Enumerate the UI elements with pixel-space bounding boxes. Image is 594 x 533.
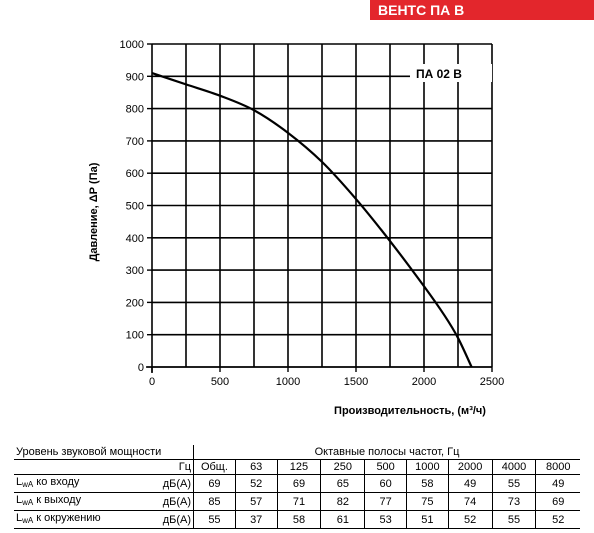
y-tick-label-1000: 1000	[120, 39, 144, 51]
table-row: LwA к окружению дБ(А) 55 37 58 61 53 51 52 55 52	[14, 510, 580, 529]
row-unit: дБ(А)	[139, 474, 194, 493]
column-header: Общ.	[193, 459, 236, 475]
y-tick-label-700: 700	[126, 136, 144, 148]
table-cell: 65	[320, 474, 365, 493]
table-cell: 52	[447, 510, 493, 529]
column-header: 8000	[535, 459, 580, 475]
table-cell: 37	[234, 510, 278, 529]
fan-curve-chart: 0 100 200 300 400 500 600 700 800 900 1000 0 500 100…	[88, 39, 504, 417]
grid-lines	[152, 43, 493, 368]
y-axis-title: Давление, ΔР (Па)	[88, 162, 100, 261]
axes	[146, 44, 492, 373]
bands-title: Октавные полосы частот, Гц	[193, 445, 580, 460]
sound-power-table: Уровень звуковой мощности Октавные полос…	[14, 445, 580, 529]
column-header: 500	[364, 459, 407, 475]
table-cell: 55	[491, 510, 536, 529]
series-line	[151, 72, 473, 368]
table-row: LwA ко входу дБ(А) 69 52 69 65 60 58 49 55 49	[14, 474, 580, 493]
table-cell: 71	[276, 492, 321, 511]
table-cell: 61	[320, 510, 365, 529]
table-cell: 69	[535, 492, 580, 511]
hz-label: Гц	[139, 459, 194, 475]
table-cell: 55	[491, 474, 536, 493]
table-cell: 55	[193, 510, 236, 529]
row-label: LwA ко входу	[14, 474, 140, 493]
y-tick-label-300: 300	[126, 265, 144, 277]
y-tick-label-100: 100	[126, 330, 144, 342]
x-tick-label-1500: 1500	[344, 376, 368, 388]
table-cell: 85	[193, 492, 236, 511]
x-tick-label-2000: 2000	[412, 376, 436, 388]
table-cell: 69	[276, 474, 321, 493]
x-axis-title: Производительность, (м³/ч)	[334, 405, 486, 417]
table-cell: 52	[234, 474, 278, 493]
table-cell: 58	[406, 474, 449, 493]
model-label: ПА 02 В	[416, 67, 462, 81]
x-tick-label-1000: 1000	[276, 376, 300, 388]
table-cell: 74	[447, 492, 493, 511]
table-cell: 73	[491, 492, 536, 511]
column-header: 4000	[491, 459, 536, 475]
sound-table-title: Уровень звуковой мощности	[14, 445, 194, 460]
brand-label: ВЕНТС ПА В	[378, 2, 465, 18]
y-tick-label-0: 0	[138, 362, 144, 374]
table-row: LwA к выходу дБ(А) 85 57 71 82 77 75 74 73 69	[14, 492, 580, 511]
table-cell: 75	[406, 492, 449, 511]
column-header: 125	[276, 459, 321, 475]
y-tick-label-800: 800	[126, 104, 144, 116]
row-label: LwA к выходу	[14, 492, 140, 511]
y-tick-label-400: 400	[126, 233, 144, 245]
table-cell: 51	[406, 510, 449, 529]
brand-banner: ВЕНТС ПА В	[370, 0, 594, 20]
table-cell: 52	[535, 510, 580, 529]
table-cell: 53	[364, 510, 407, 529]
y-tick-label-200: 200	[126, 297, 144, 309]
table-cell: 69	[193, 474, 236, 493]
table-cell: 49	[447, 474, 493, 493]
column-header: 250	[320, 459, 365, 475]
column-header: 63	[234, 459, 278, 475]
table-cell: 82	[320, 492, 365, 511]
table-cell: 49	[535, 474, 580, 493]
table-cell: 77	[364, 492, 407, 511]
x-tick-label-2500: 2500	[480, 376, 504, 388]
x-tick-label-500: 500	[211, 376, 229, 388]
x-tick-label-0: 0	[149, 376, 155, 388]
y-tick-label-500: 500	[126, 201, 144, 213]
y-tick-label-600: 600	[126, 168, 144, 180]
row-unit: дБ(А)	[139, 510, 194, 529]
column-header-row: Гц Общ. 63 125 250 500 1000 2000 4000 8000	[14, 459, 580, 475]
column-header: 1000	[406, 459, 449, 475]
row-unit: дБ(А)	[139, 492, 194, 511]
model-label-box	[410, 64, 492, 82]
y-tick-label-900: 900	[126, 71, 144, 83]
table-cell: 58	[276, 510, 321, 529]
x-tick-labels: 0 500 1000 1500 2000 2500	[149, 367, 504, 388]
row-label: LwA к окружению	[14, 510, 140, 529]
column-header: 2000	[447, 459, 493, 475]
table-cell: 57	[234, 492, 278, 511]
y-tick-labels: 0 100 200 300 400 500 600 700 800 900 1000	[120, 39, 152, 374]
table-cell: 60	[364, 474, 407, 493]
